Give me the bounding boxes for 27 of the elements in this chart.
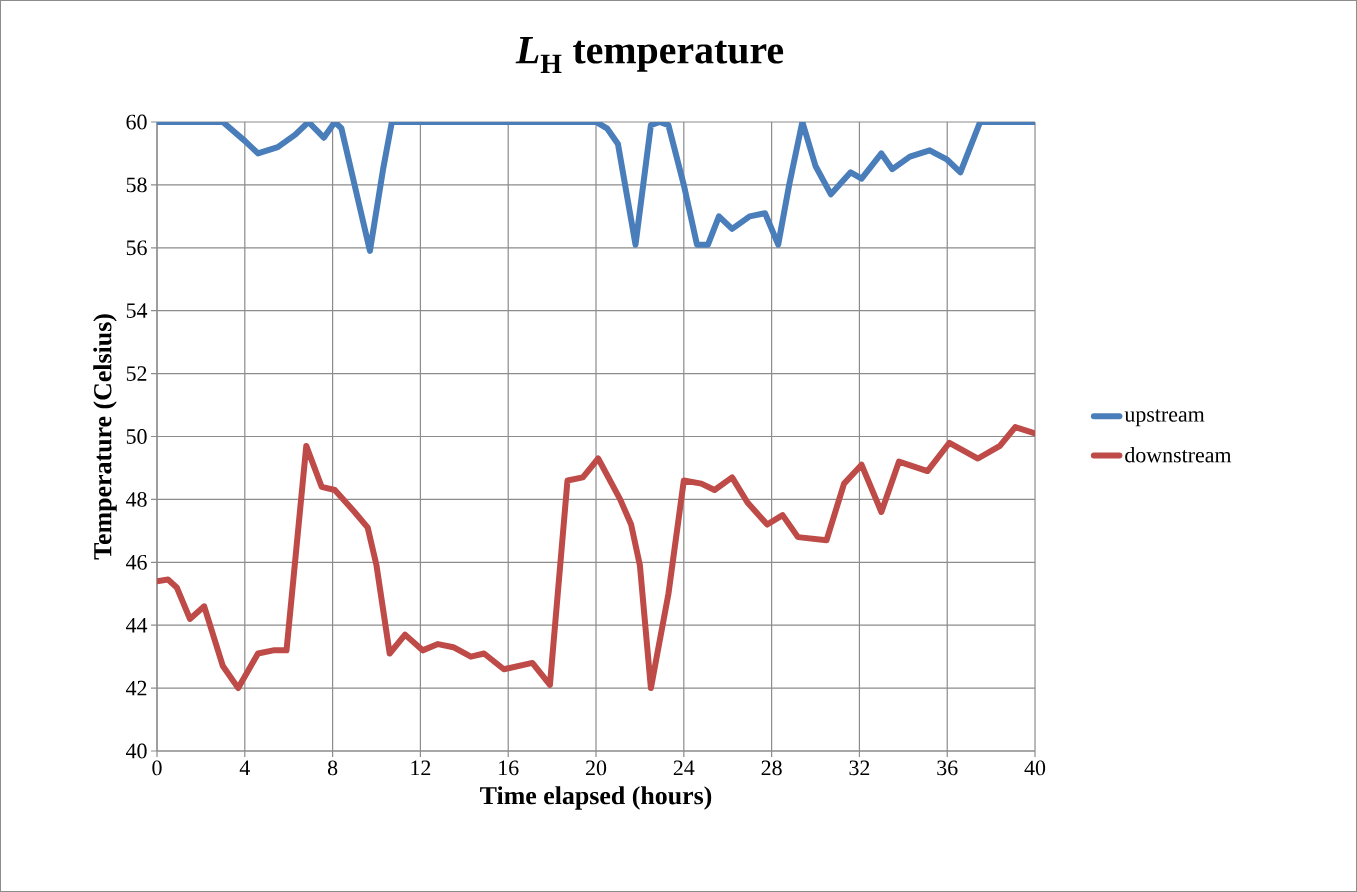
legend-label: downstream: [1125, 447, 1232, 463]
x-tick-label: 24: [673, 760, 695, 776]
y-tick-label: 44: [125, 617, 148, 633]
x-tick-label: 28: [761, 760, 782, 776]
x-axis-title: Time elapsed (hours): [480, 786, 712, 810]
x-tick-label: 32: [849, 760, 870, 776]
y-tick-label: 60: [126, 114, 147, 130]
x-tick-label: 8: [327, 760, 338, 776]
chart-title: L$_{H}$ temperature: [515, 37, 784, 73]
y-axis-title: Temperature (Celsius): [93, 314, 117, 560]
x-tick-label: 4: [239, 760, 250, 775]
y-tick-label: 52: [126, 366, 147, 381]
x-tick-label: 12: [411, 760, 431, 776]
legend-label: upstream: [1124, 409, 1205, 427]
y-tick-label: 54: [126, 303, 148, 319]
y-tick-label: 48: [125, 492, 147, 507]
y-tick-label: 42: [125, 680, 147, 696]
x-tick-label: 36: [937, 760, 958, 776]
x-tick-label: 40: [1024, 760, 1046, 776]
y-tick-label: 46: [125, 554, 147, 570]
y-tick-label: 58: [126, 177, 147, 193]
y-tick-label: 40: [125, 743, 147, 759]
y-tick-label: 56: [126, 240, 147, 256]
x-tick-label: 16: [499, 760, 519, 776]
y-tick-label: 50: [126, 429, 147, 444]
x-tick-label: 20: [586, 760, 607, 776]
x-tick-label: 0: [152, 760, 162, 776]
